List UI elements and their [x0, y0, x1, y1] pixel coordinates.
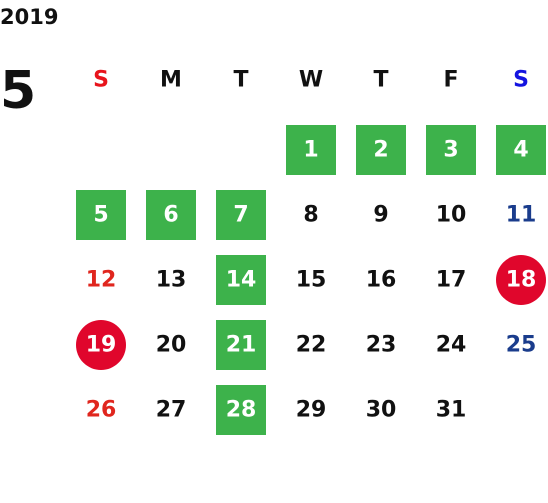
- day-highlight: [216, 385, 266, 435]
- day-highlight: [76, 320, 126, 370]
- day-highlight: [216, 190, 266, 240]
- month: 5: [0, 61, 36, 121]
- weekday-label: W: [299, 68, 323, 93]
- day-number: 2: [373, 138, 388, 163]
- day-highlight: [496, 255, 546, 305]
- day-number: 14: [226, 268, 257, 293]
- day-number: 8: [303, 203, 318, 228]
- day-number: 31: [436, 398, 467, 423]
- weekday-label: S: [513, 68, 529, 93]
- weekday-label: F: [443, 68, 458, 93]
- day-number: 27: [156, 398, 187, 423]
- day-highlight: [146, 190, 196, 240]
- day-number: 9: [373, 203, 388, 228]
- day-highlight: [286, 125, 336, 175]
- weekday-label: T: [233, 68, 248, 93]
- day-number: 17: [436, 268, 467, 293]
- day-number: 28: [226, 398, 257, 423]
- day-number: 11: [506, 203, 537, 228]
- weekday-label: S: [93, 68, 109, 93]
- day-number: 18: [506, 268, 537, 293]
- day-number: 20: [156, 333, 187, 358]
- day-number: 13: [156, 268, 187, 293]
- day-number: 3: [443, 138, 458, 163]
- day-number: 30: [366, 398, 397, 423]
- day-number: 26: [86, 398, 117, 423]
- day-highlight: [216, 320, 266, 370]
- day-highlight: [76, 190, 126, 240]
- day-number: 19: [86, 333, 117, 358]
- weekday-label: T: [373, 68, 388, 93]
- day-number: 12: [86, 268, 117, 293]
- day-number: 4: [513, 138, 528, 163]
- day-number: 29: [296, 398, 327, 423]
- weekday-label: M: [160, 68, 182, 93]
- year: 2019: [0, 5, 58, 29]
- day-highlight: [426, 125, 476, 175]
- day-number: 16: [366, 268, 397, 293]
- day-number: 23: [366, 333, 397, 358]
- day-number: 5: [93, 203, 108, 228]
- day-highlight: [356, 125, 406, 175]
- day-number: 15: [296, 268, 327, 293]
- day-number: 22: [296, 333, 327, 358]
- day-number: 25: [506, 333, 537, 358]
- day-number: 10: [436, 203, 467, 228]
- day-number: 1: [303, 138, 318, 163]
- day-highlight: [216, 255, 266, 305]
- day-number: 6: [163, 203, 178, 228]
- day-highlight: [496, 125, 546, 175]
- day-number: 7: [233, 203, 248, 228]
- day-number: 21: [226, 333, 257, 358]
- day-number: 24: [436, 333, 467, 358]
